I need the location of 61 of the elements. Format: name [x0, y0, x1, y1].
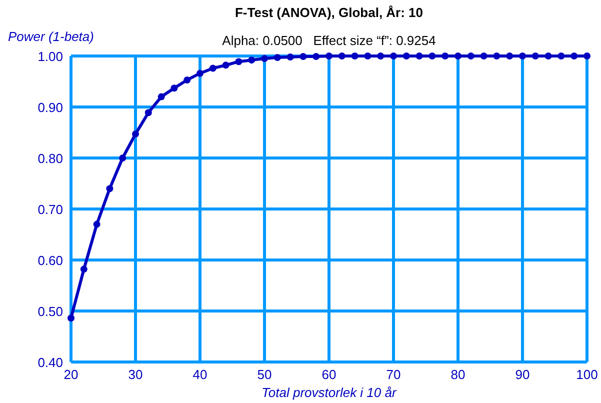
point	[184, 76, 191, 84]
point	[196, 70, 204, 77]
point	[558, 52, 565, 60]
chart-subtitle: Alpha: 0.0500 Effect size “f”: 0.9254	[222, 33, 436, 48]
point	[416, 52, 423, 60]
x-tick-label: 60	[322, 367, 336, 382]
x-tick-label: 40	[192, 367, 208, 382]
y-tick-label: 0.90	[38, 100, 63, 115]
point	[493, 52, 500, 60]
y-tick-label: 0.50	[38, 304, 63, 319]
point	[532, 52, 539, 60]
point	[506, 52, 514, 60]
point	[442, 52, 449, 60]
point	[170, 84, 178, 92]
point	[300, 53, 307, 60]
y-tick-label: 0.60	[38, 253, 63, 268]
x-tick-label: 100	[576, 367, 598, 382]
x-axis-title: Total provstorlek i 10 år	[262, 385, 397, 400]
point	[80, 266, 88, 273]
x-tick-label: 80	[450, 367, 466, 382]
point	[132, 130, 139, 138]
point	[261, 55, 268, 62]
point	[144, 109, 152, 116]
point	[364, 52, 372, 60]
point	[106, 185, 114, 192]
y-tick-label: 1.00	[38, 49, 63, 64]
point	[68, 314, 74, 322]
x-tick-label: 70	[386, 367, 401, 382]
y-tick-label: 0.40	[38, 355, 63, 370]
x-tick-label: 50	[257, 367, 272, 382]
point	[377, 52, 384, 60]
point	[274, 54, 281, 62]
point	[519, 52, 526, 60]
point	[158, 93, 165, 100]
point	[248, 56, 256, 64]
point	[222, 62, 230, 69]
x-tick-label: 20	[64, 367, 78, 382]
point	[326, 52, 332, 60]
point	[351, 52, 358, 60]
point	[119, 154, 126, 162]
point	[93, 220, 100, 228]
point	[312, 53, 320, 60]
point	[338, 52, 346, 60]
x-tick-label: 90	[515, 367, 530, 382]
point	[544, 52, 552, 60]
point	[467, 52, 474, 60]
point	[454, 52, 462, 60]
point	[286, 54, 294, 61]
point	[428, 52, 436, 60]
point	[584, 52, 590, 60]
point	[390, 52, 397, 60]
y-tick-label: 0.80	[38, 151, 63, 166]
point	[209, 64, 216, 72]
point	[402, 52, 410, 60]
chart-title: F-Test (ANOVA), Global, År: 10	[234, 5, 424, 20]
point	[480, 52, 488, 60]
x-tick-label: 30	[128, 367, 143, 382]
point	[235, 58, 242, 66]
y-axis-title: Power (1-beta)	[8, 29, 94, 44]
point	[570, 52, 578, 60]
y-tick-label: 0.70	[38, 202, 63, 217]
